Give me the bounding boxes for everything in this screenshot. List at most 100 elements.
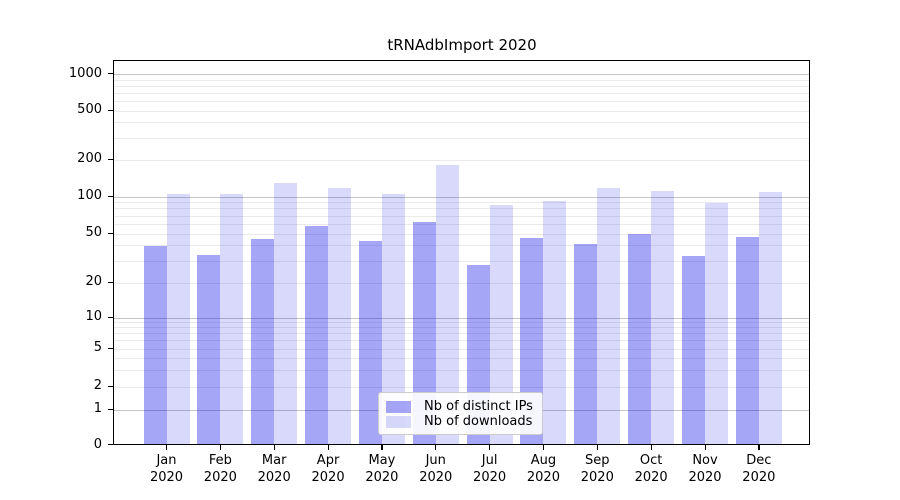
minor-gridline-300 [114, 137, 809, 139]
y-tick-1000 [108, 73, 113, 75]
bar-distinct-ips-may [358, 240, 382, 444]
major-gridline-100 [114, 196, 809, 198]
minor-gridline-2 [114, 386, 809, 388]
minor-gridline-9 [114, 322, 809, 324]
x-tick-label-apr: Apr 2020 [311, 452, 345, 485]
y-tick-label-20: 20 [85, 274, 102, 289]
bar-downloads-may [381, 193, 405, 444]
bar-downloads-jul [489, 205, 513, 444]
y-tick-0 [108, 444, 113, 446]
x-tick-label-oct: Oct 2020 [634, 452, 668, 485]
bar-downloads-nov [705, 202, 728, 444]
x-tick-label-aug: Aug 2020 [526, 452, 560, 485]
y-tick-500 [108, 109, 113, 111]
legend: Nb of distinct IPs Nb of downloads [378, 392, 543, 435]
y-tick-5 [108, 347, 113, 349]
y-tick-label-10: 10 [85, 309, 102, 324]
x-tick-may [381, 444, 383, 450]
minor-gridline-400 [114, 122, 809, 124]
y-tick-label-500: 500 [77, 102, 102, 117]
legend-label-downloads: Nb of downloads [424, 414, 533, 429]
x-tick-label-may: May 2020 [365, 452, 399, 485]
x-tick-apr [327, 444, 329, 450]
minor-gridline-900 [114, 79, 809, 81]
minor-gridline-70 [114, 215, 809, 217]
y-tick-label-200: 200 [77, 151, 102, 166]
x-tick-jun [435, 444, 437, 450]
major-gridline-1000 [114, 74, 809, 75]
minor-gridline-600 [114, 100, 809, 102]
minor-gridline-7 [114, 333, 809, 335]
minor-gridline-20 [114, 282, 809, 284]
bar-distinct-ips-oct [628, 233, 652, 444]
bar-distinct-ips-mar [251, 239, 275, 444]
bar-distinct-ips-sep [574, 244, 598, 444]
legend-entry-distinct-ips: Nb of distinct IPs [386, 399, 534, 414]
bar-downloads-mar [274, 183, 298, 444]
x-tick-oct [650, 444, 652, 450]
bar-downloads-oct [651, 191, 675, 444]
x-tick-label-mar: Mar 2020 [257, 452, 291, 485]
minor-gridline-80 [114, 208, 809, 210]
bar-downloads-apr [328, 187, 352, 444]
y-tick-label-1000: 1000 [68, 65, 102, 81]
bar-distinct-ips-jun [412, 221, 436, 444]
bar-downloads-feb [220, 194, 244, 444]
x-tick-feb [219, 444, 222, 450]
bar-downloads-jun [435, 165, 459, 444]
x-tick-dec [758, 444, 760, 450]
x-tick-label-jul: Jul 2020 [473, 452, 507, 485]
x-tick-aug [542, 444, 545, 450]
bar-distinct-ips-dec [735, 236, 759, 444]
bar-distinct-ips-nov [682, 256, 705, 444]
x-tick-sep [596, 444, 598, 450]
y-tick-label-2: 2 [93, 378, 102, 393]
x-tick-label-feb: Feb 2020 [203, 452, 237, 485]
y-tick-label-1: 1 [93, 401, 102, 417]
legend-label-distinct-ips: Nb of distinct IPs [424, 399, 533, 414]
minor-gridline-8 [114, 327, 809, 329]
legend-entry-downloads: Nb of downloads [386, 414, 534, 429]
legend-swatch-downloads [386, 415, 411, 428]
minor-gridline-6 [114, 340, 809, 342]
x-tick-label-jun: Jun 2020 [419, 452, 453, 485]
y-tick-50 [108, 232, 113, 234]
minor-gridline-50 [114, 233, 809, 235]
chart-title: tRNAdbImport 2020 [387, 36, 537, 54]
y-tick-1 [108, 408, 113, 410]
bar-distinct-ips-jan [143, 245, 167, 444]
minor-gridline-5 [114, 348, 809, 350]
x-tick-label-sep: Sep 2020 [580, 452, 614, 485]
bar-downloads-aug [543, 200, 567, 444]
x-tick-label-nov: Nov 2020 [688, 452, 722, 485]
x-tick-label-jan: Jan 2020 [149, 452, 184, 485]
y-tick-2 [108, 385, 113, 387]
x-tick-label-dec: Dec 2020 [742, 452, 776, 485]
y-tick-label-50: 50 [85, 225, 102, 240]
minor-gridline-60 [114, 223, 809, 225]
minor-gridline-4 [114, 357, 809, 359]
minor-gridline-700 [114, 92, 809, 94]
y-tick-label-5: 5 [93, 340, 102, 355]
y-tick-100 [108, 195, 113, 197]
minor-gridline-30 [114, 260, 809, 262]
x-tick-nov [704, 444, 706, 450]
bar-downloads-sep [597, 188, 621, 444]
minor-gridline-800 [114, 85, 809, 87]
minor-gridline-500 [114, 110, 809, 112]
legend-swatch-distinct-ips [386, 400, 411, 413]
y-tick-label-0: 0 [93, 436, 102, 452]
minor-gridline-3 [114, 369, 809, 371]
minor-gridline-200 [114, 159, 809, 161]
x-tick-mar [273, 444, 275, 450]
y-tick-10 [108, 316, 113, 318]
minor-gridline-40 [114, 245, 809, 247]
x-tick-jul [489, 444, 491, 450]
major-gridline-10 [114, 317, 809, 319]
minor-gridline-90 [114, 202, 809, 204]
y-tick-200 [108, 158, 113, 160]
y-tick-label-100: 100 [77, 188, 102, 203]
y-tick-20 [108, 281, 113, 283]
bar-distinct-ips-apr [305, 226, 329, 444]
